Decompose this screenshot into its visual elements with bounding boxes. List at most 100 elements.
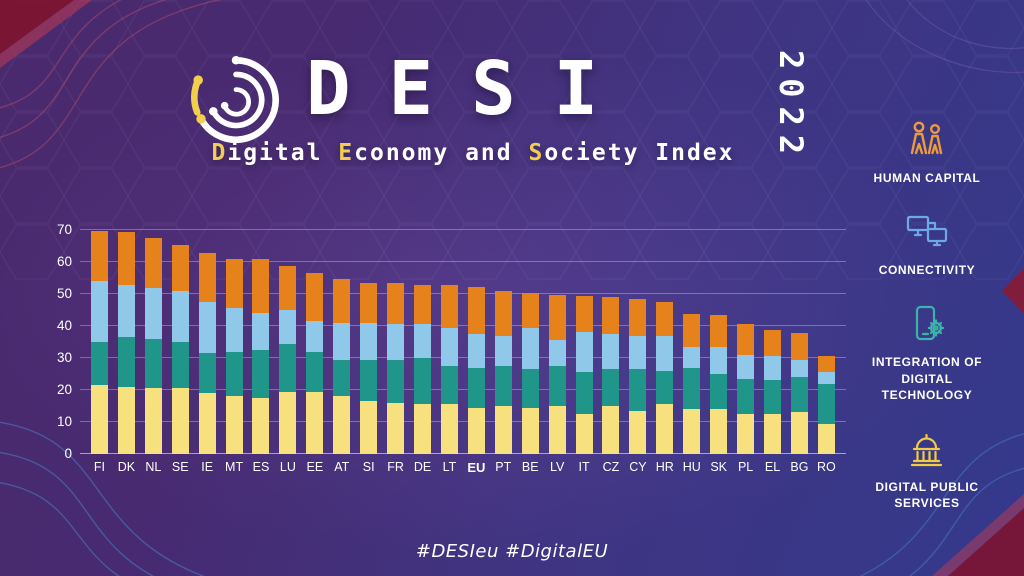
topright-waves bbox=[865, 0, 1024, 73]
bar-segment bbox=[710, 409, 728, 454]
grid-line-0 bbox=[80, 453, 846, 454]
x-tick-label-DK: DK bbox=[117, 460, 136, 474]
x-tick-label-PT: PT bbox=[495, 460, 512, 474]
bar-segment bbox=[387, 283, 405, 325]
bar-segment bbox=[387, 402, 405, 454]
grid-line-30 bbox=[80, 357, 846, 358]
bar-segment bbox=[360, 359, 378, 402]
title-year: 2022 bbox=[772, 50, 810, 164]
bar-segment bbox=[656, 335, 674, 371]
bar-segment bbox=[548, 340, 566, 366]
bar-segment bbox=[548, 294, 566, 341]
stacked-bar bbox=[387, 230, 405, 454]
x-tick-label-MT: MT bbox=[225, 460, 244, 474]
bar-column-HU bbox=[678, 230, 705, 454]
government-building-icon bbox=[910, 433, 943, 467]
stacked-bar bbox=[764, 230, 781, 454]
stacked-bar bbox=[548, 230, 566, 454]
stacked-bar bbox=[467, 230, 485, 454]
bar-segment bbox=[683, 367, 701, 410]
bar-segment bbox=[360, 322, 378, 360]
bar-column-CZ bbox=[598, 230, 625, 454]
x-tick-label-SK: SK bbox=[710, 460, 727, 474]
stacked-bar bbox=[171, 230, 189, 454]
bar-segment bbox=[387, 359, 405, 403]
bar-segment bbox=[387, 324, 405, 360]
bar-segment bbox=[225, 259, 243, 309]
grid-line-50 bbox=[80, 293, 846, 294]
legend-item-human-capital: HUMAN CAPITAL bbox=[874, 118, 981, 186]
bar-column-IT bbox=[571, 230, 598, 454]
stacked-bar bbox=[710, 230, 728, 454]
bar-segment bbox=[790, 333, 808, 360]
bar-segment bbox=[333, 322, 351, 360]
bar-segment bbox=[764, 329, 781, 357]
bar-segment bbox=[737, 414, 755, 454]
bar-segment bbox=[575, 332, 593, 373]
y-tick-label: 40 bbox=[56, 317, 72, 333]
y-tick-label: 30 bbox=[56, 349, 72, 365]
bar-segment bbox=[764, 414, 781, 454]
x-tick-label-EE: EE bbox=[306, 460, 324, 474]
x-axis-labels: FI DK NL SE IE MT ES LU EE AT SI FR DE LT EU PT BE LV IT CZ… bbox=[80, 461, 846, 474]
x-tick-label-RO: RO bbox=[816, 460, 836, 474]
hashtags: #DESIeu #DigitalEU bbox=[415, 541, 609, 562]
bar-segment bbox=[629, 410, 647, 454]
stacked-bar bbox=[144, 230, 162, 454]
bar-column-BE bbox=[517, 230, 544, 454]
bar-segment bbox=[279, 343, 297, 392]
bar-segment bbox=[306, 273, 324, 322]
stacked-bar bbox=[494, 230, 512, 454]
bar-segment bbox=[521, 327, 539, 370]
bar-segment bbox=[90, 385, 108, 454]
y-tick-label: 20 bbox=[56, 381, 72, 397]
bar-segment bbox=[548, 406, 566, 454]
bar-segment bbox=[764, 380, 781, 414]
x-tick-label-DE: DE bbox=[413, 460, 432, 474]
bar-column-EL bbox=[759, 230, 786, 454]
bar-segment bbox=[629, 369, 647, 411]
bar-segment bbox=[521, 407, 539, 454]
stacked-bar bbox=[198, 230, 216, 454]
bar-segment bbox=[521, 369, 539, 408]
bar-segment bbox=[144, 388, 162, 454]
x-tick-label-FI: FI bbox=[93, 460, 106, 474]
stacked-bar bbox=[629, 230, 647, 454]
bar-column-SI bbox=[355, 230, 382, 454]
stacked-bar bbox=[817, 230, 835, 454]
bar-segment bbox=[252, 398, 270, 454]
bar-segment bbox=[171, 342, 189, 389]
bar-segment bbox=[414, 404, 432, 454]
bar-segment bbox=[198, 302, 216, 354]
grid-line-20 bbox=[80, 389, 846, 390]
bar-segment bbox=[494, 291, 512, 336]
x-tick-label-HU: HU bbox=[682, 460, 701, 474]
y-tick-label: 10 bbox=[56, 413, 72, 429]
stacked-bar bbox=[521, 230, 539, 454]
bar-segment bbox=[602, 406, 620, 454]
stacked-bar bbox=[790, 230, 808, 454]
x-tick-label-SI: SI bbox=[362, 460, 375, 474]
bar-segment bbox=[198, 393, 216, 454]
x-tick-label-BE: BE bbox=[521, 460, 539, 474]
grid-line-40 bbox=[80, 325, 846, 326]
topleft-red-edge bbox=[0, 0, 92, 68]
bar-column-PT bbox=[490, 230, 517, 454]
bar-segment bbox=[225, 351, 243, 397]
bar-segment bbox=[710, 346, 728, 375]
legend: HUMAN CAPITAL CONNECTIVITY INTEGRATION O… bbox=[852, 118, 1002, 511]
bar-column-IE bbox=[194, 230, 221, 454]
x-tick-label-FR: FR bbox=[387, 460, 404, 474]
legend-label: DIGITAL PUBLIC SERVICES bbox=[875, 479, 979, 511]
x-tick-label-EU: EU bbox=[467, 460, 486, 475]
plot-area: 0 10 20 30 40 50 60 70 bbox=[57, 222, 846, 460]
bar-segment bbox=[764, 356, 781, 381]
topleft-red-corner bbox=[0, 0, 74, 54]
bar-segment bbox=[494, 366, 512, 406]
stacked-bar bbox=[360, 230, 378, 454]
bar-segment bbox=[360, 283, 378, 323]
stacked-bar bbox=[306, 230, 324, 454]
bar-column-CY bbox=[624, 230, 651, 454]
bar-segment bbox=[117, 337, 135, 387]
stacked-bar bbox=[656, 230, 674, 454]
